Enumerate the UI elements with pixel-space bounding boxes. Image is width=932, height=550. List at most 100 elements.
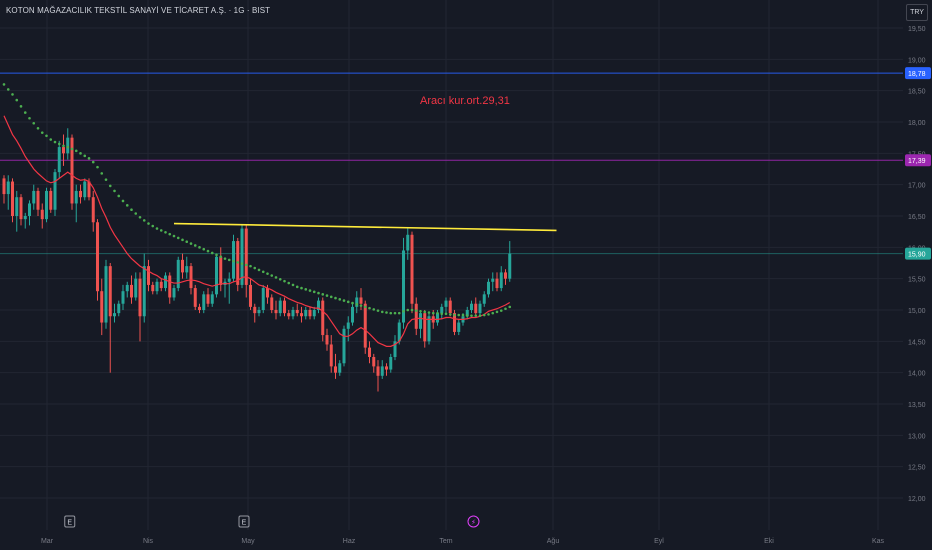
- ma-long-dot: [291, 283, 295, 287]
- candle-body: [117, 303, 121, 314]
- price-tick-label: 16,50: [908, 214, 926, 221]
- candle-body: [219, 256, 223, 285]
- candle-body: [338, 363, 342, 373]
- ma-long-dot: [66, 145, 70, 149]
- ma-long-dot: [461, 313, 465, 317]
- time-tick-label: Ağu: [547, 538, 560, 545]
- candle-body: [465, 310, 469, 317]
- candle-body: [499, 272, 503, 289]
- price-tick-label: 19,50: [908, 26, 926, 33]
- candle-body: [53, 172, 57, 210]
- ma-long-dot: [32, 121, 36, 125]
- ma-long-dot: [227, 258, 231, 262]
- ma-long-dot: [402, 309, 405, 313]
- ma-long-dot: [232, 259, 235, 263]
- candle-body: [355, 297, 359, 307]
- ma-long-dot: [244, 263, 248, 267]
- candle-body: [104, 266, 108, 323]
- ma-long-dot: [100, 172, 104, 175]
- candle-body: [287, 313, 291, 317]
- candle-body: [134, 278, 138, 298]
- ma-long-dot: [406, 308, 410, 312]
- price-tick-label: 17,00: [908, 183, 926, 190]
- ma-long-dot: [287, 281, 291, 285]
- price-label: 17,39: [908, 158, 926, 165]
- ma-long-dot: [495, 310, 499, 314]
- ma-long-dot: [172, 234, 176, 238]
- ma-long-dot: [457, 313, 461, 317]
- ma-long-dot: [436, 311, 439, 315]
- candle-body: [283, 300, 286, 314]
- ma-long-dot: [385, 311, 388, 314]
- price-tick-label: 15,00: [908, 308, 926, 315]
- candle-body: [393, 341, 397, 357]
- ma-long-dot: [15, 98, 19, 102]
- ma-long-dot: [393, 311, 397, 315]
- ma-long-dot: [87, 157, 91, 160]
- candle-body: [206, 294, 210, 304]
- candle-body: [346, 322, 350, 329]
- candle-body: [440, 306, 444, 314]
- ma-long-dot: [465, 314, 469, 317]
- ma-long-dot: [223, 257, 227, 260]
- candle-body: [189, 266, 193, 289]
- candle-body: [240, 228, 244, 285]
- ma-long-dot: [478, 314, 482, 317]
- time-axis[interactable]: Mar Nis May Haz Tem Ağu Eyl Eki Kas: [0, 530, 932, 550]
- price-label-bg: [905, 67, 931, 80]
- candle-body: [448, 300, 452, 314]
- currency-button[interactable]: TRY: [906, 4, 928, 21]
- price-tick-label: 14,00: [908, 371, 926, 378]
- candle-body: [397, 322, 401, 342]
- ma-long-dot: [142, 219, 146, 222]
- ma-long-dot: [168, 232, 172, 236]
- candle-body: [389, 357, 393, 370]
- ma-long-dot: [236, 261, 240, 264]
- ma-long-dot: [134, 212, 138, 215]
- ma-long-dot: [376, 309, 380, 312]
- ma-long-dot: [440, 312, 444, 316]
- price-axis[interactable]: 19,5019,0018,5018,0017,5017,0016,5016,00…: [903, 0, 932, 550]
- ma-long-dot: [155, 227, 159, 230]
- chart-grid: [0, 0, 903, 530]
- candle-body: [125, 284, 129, 292]
- price-label-bg: [905, 154, 931, 167]
- candle-body: [253, 306, 257, 314]
- ma-long-dot: [444, 312, 448, 316]
- ma-long-dot: [91, 160, 95, 164]
- candle-body: [491, 278, 495, 282]
- candle-body: [6, 181, 10, 195]
- candle-body: [351, 306, 354, 323]
- candle-body: [198, 306, 201, 310]
- ma-long-dot: [410, 308, 414, 312]
- candle-body: [423, 313, 427, 342]
- ma-long-dot: [130, 208, 133, 212]
- candle-body: [185, 266, 189, 273]
- candle-body: [291, 310, 295, 317]
- candle-body: [504, 272, 507, 279]
- resistance-trendline[interactable]: [173, 222, 557, 232]
- price-label-bg: [905, 247, 931, 260]
- candle-body: [257, 310, 261, 314]
- ma-long-dot: [108, 184, 112, 188]
- candle-body: [266, 288, 269, 298]
- ma-long-dot: [249, 264, 252, 268]
- candle-body: [325, 335, 329, 345]
- candle-body: [308, 310, 312, 317]
- candle-body: [414, 303, 418, 329]
- time-tick-label: Haz: [343, 538, 356, 545]
- ma-long-dot: [104, 178, 108, 181]
- ma-long-dot: [219, 255, 223, 259]
- candle-body: [155, 281, 159, 292]
- ma-long-dot: [147, 222, 150, 225]
- candle-body: [32, 190, 36, 204]
- ma-long-dot: [423, 310, 427, 314]
- ma-long-dot: [351, 301, 354, 305]
- ma-long-dot: [6, 88, 10, 91]
- ma-long-dot: [278, 277, 282, 281]
- ma-long-dot: [338, 298, 342, 301]
- time-tick-label: Kas: [872, 538, 885, 545]
- candle-body: [227, 278, 231, 282]
- candle-body: [482, 294, 486, 304]
